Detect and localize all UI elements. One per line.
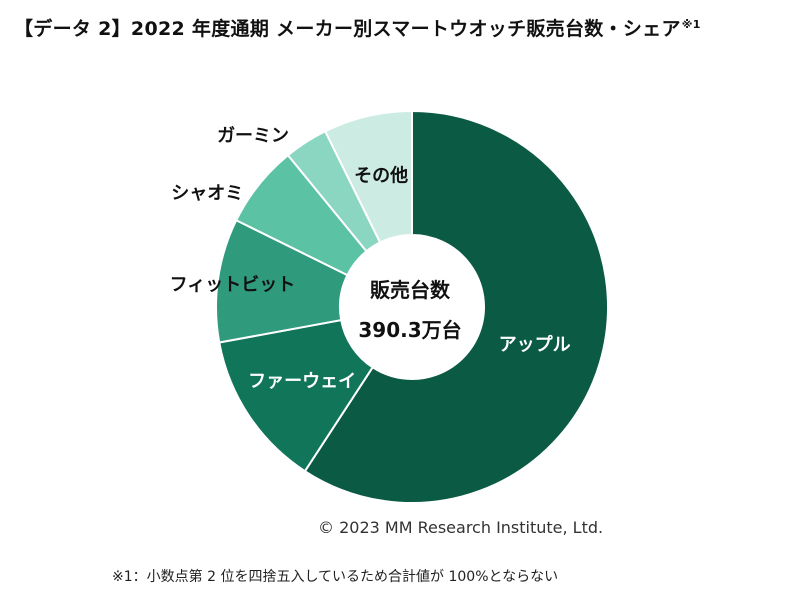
center-title: 販売台数 (370, 278, 450, 302)
slice-label-5: その他 (354, 165, 408, 187)
chart-title-text: 【データ 2】2022 年度通期 メーカー別スマートウオッチ販売台数・シェア (14, 18, 681, 40)
donut-hole (341, 236, 483, 378)
title-footnote-mark: ※1 (681, 17, 701, 31)
slice-1 (218, 318, 375, 473)
center-value: 390.3万台 (358, 318, 462, 342)
chart-title: 【データ 2】2022 年度通期 メーカー別スマートウオッチ販売台数・シェア※1 (14, 14, 701, 41)
slice-label-3: シャオミ (171, 183, 243, 204)
slice-5 (323, 109, 413, 244)
copyright: © 2023 MM Research Institute, Ltd. (318, 518, 604, 537)
slice-label-4: ガーミン (217, 126, 289, 147)
footnote: ※1：小数点第 2 位を四捨五入しているため合計値が 100%とならない (112, 569, 559, 585)
slice-label-0: アップル (499, 333, 571, 355)
slice-label-2: フィットビット (170, 275, 296, 296)
slice-label-1: ファーウェイ (248, 371, 356, 392)
slice-0 (303, 109, 609, 504)
